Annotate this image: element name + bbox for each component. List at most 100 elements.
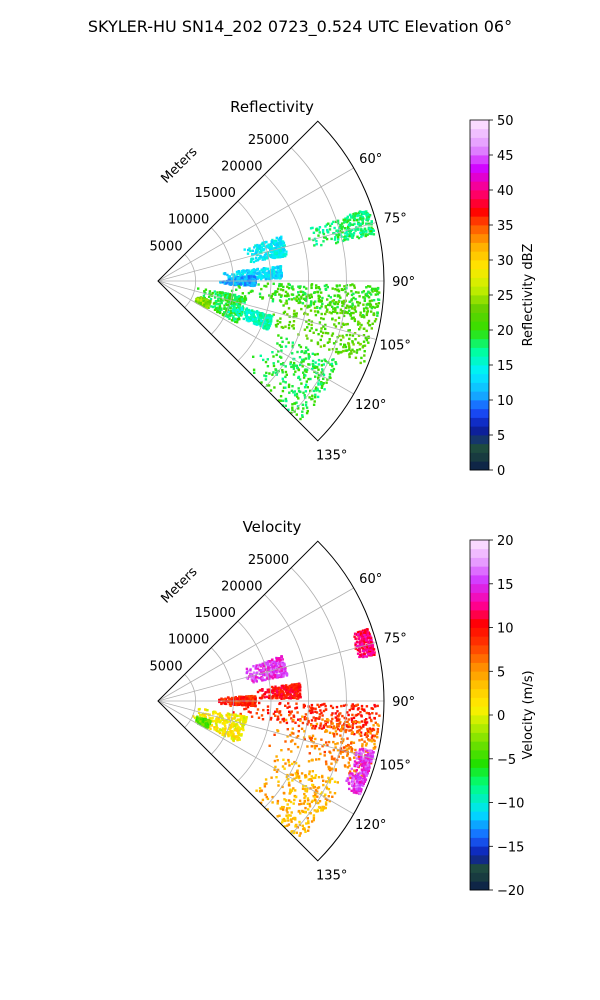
echo-pixel — [244, 719, 248, 722]
echo-pixel — [322, 726, 326, 729]
echo-pixel — [312, 301, 316, 304]
echo-pixel — [318, 298, 321, 302]
echo-pixel — [344, 306, 348, 310]
echo-pixel — [333, 727, 337, 730]
echo-pixel — [327, 776, 330, 780]
echo-pixel — [238, 286, 241, 289]
echo-pixel — [370, 327, 373, 330]
echo-pixel — [353, 308, 357, 311]
echo-pixel — [276, 729, 280, 733]
echo-pixel — [268, 744, 271, 747]
echo-pixel — [339, 308, 343, 311]
echo-pixel — [297, 368, 300, 372]
echo-pixel — [359, 222, 362, 226]
echo-pixel — [287, 383, 291, 386]
echo-pixel — [280, 749, 283, 752]
echo-pixel — [263, 284, 266, 288]
echo-pixel — [264, 793, 267, 796]
echo-pixel — [310, 293, 313, 296]
echo-pixel — [258, 315, 261, 319]
echo-pixel — [293, 390, 296, 393]
colorbar-segment — [470, 443, 489, 453]
echo-pixel — [344, 349, 347, 352]
echo-pixel — [330, 755, 334, 758]
echo-pixel — [243, 275, 246, 278]
echo-pixel — [253, 252, 257, 256]
echo-pixel — [283, 825, 287, 828]
echo-pixel — [227, 310, 230, 314]
echo-pixel — [320, 382, 323, 385]
echo-pixel — [365, 646, 369, 649]
echo-pixel — [362, 307, 366, 310]
echo-pixel — [323, 754, 326, 757]
echo-pixel — [365, 286, 368, 289]
echo-pixel — [375, 732, 379, 736]
echo-pixel — [259, 255, 262, 258]
echo-pixel — [369, 762, 373, 765]
echo-pixel — [276, 287, 280, 291]
echo-pixel — [282, 719, 286, 723]
echo-pixel — [212, 712, 215, 715]
echo-pixel — [237, 276, 240, 280]
echo-pixel — [303, 396, 307, 399]
echo-pixel — [199, 720, 202, 723]
echo-pixel — [245, 276, 248, 279]
azimuth-tick-label: 60° — [359, 152, 382, 167]
echo-pixel — [347, 223, 351, 227]
echo-pixel — [199, 722, 202, 726]
echo-pixel — [296, 711, 299, 714]
polar-panel-velocity: Velocity50001000015000200002500060°75°90… — [150, 518, 536, 899]
echo-pixel — [269, 250, 272, 254]
echo-pixel — [220, 292, 224, 295]
echo-pixel — [288, 693, 291, 696]
echo-pixel — [357, 334, 361, 337]
echo-pixel — [254, 322, 257, 326]
echo-pixel — [374, 289, 377, 292]
echo-pixel — [294, 795, 298, 799]
echo-pixel — [348, 213, 352, 217]
echo-pixel — [371, 229, 374, 232]
echo-pixel — [348, 309, 351, 312]
echo-pixel — [344, 730, 347, 734]
echo-pixel — [271, 696, 274, 700]
echo-pixel — [273, 733, 276, 736]
echo-pixel — [264, 251, 268, 255]
echo-pixel — [193, 716, 197, 720]
echo-pixel — [278, 255, 281, 259]
echo-pixel — [338, 284, 341, 287]
echo-pixel — [273, 759, 277, 763]
echo-pixel — [368, 636, 371, 639]
echo-pixel — [325, 762, 328, 766]
echo-pixel — [363, 309, 366, 313]
echo-pixel — [350, 729, 353, 732]
echo-pixel — [322, 377, 325, 380]
echo-pixel — [322, 373, 326, 377]
echo-pixel — [328, 340, 331, 343]
echo-pixel — [232, 305, 236, 308]
echo-pixel — [315, 711, 319, 714]
colorbar-segment — [470, 137, 489, 147]
echo-pixel — [310, 800, 314, 804]
echo-pixel — [324, 236, 327, 239]
colorbar-segment — [470, 330, 489, 340]
echo-pixel — [368, 632, 371, 636]
echo-pixel — [366, 310, 370, 313]
echo-pixel — [305, 346, 308, 349]
echo-pixel — [313, 798, 317, 802]
echo-pixel — [213, 719, 216, 723]
echo-pixel — [365, 222, 368, 225]
echo-pixel — [313, 744, 316, 748]
echo-pixel — [254, 698, 257, 701]
echo-pixel — [328, 731, 332, 734]
echo-pixel — [361, 642, 364, 646]
echo-pixel — [354, 212, 357, 215]
echo-pixel — [341, 756, 344, 759]
echo-pixel — [241, 724, 245, 727]
echo-pixel — [331, 717, 334, 721]
echo-pixel — [270, 240, 273, 243]
colorbar-segment — [470, 461, 489, 471]
echo-pixel — [285, 373, 288, 376]
echo-pixel — [322, 325, 325, 328]
echo-pixel — [276, 718, 279, 721]
echo-pixel — [206, 302, 209, 305]
